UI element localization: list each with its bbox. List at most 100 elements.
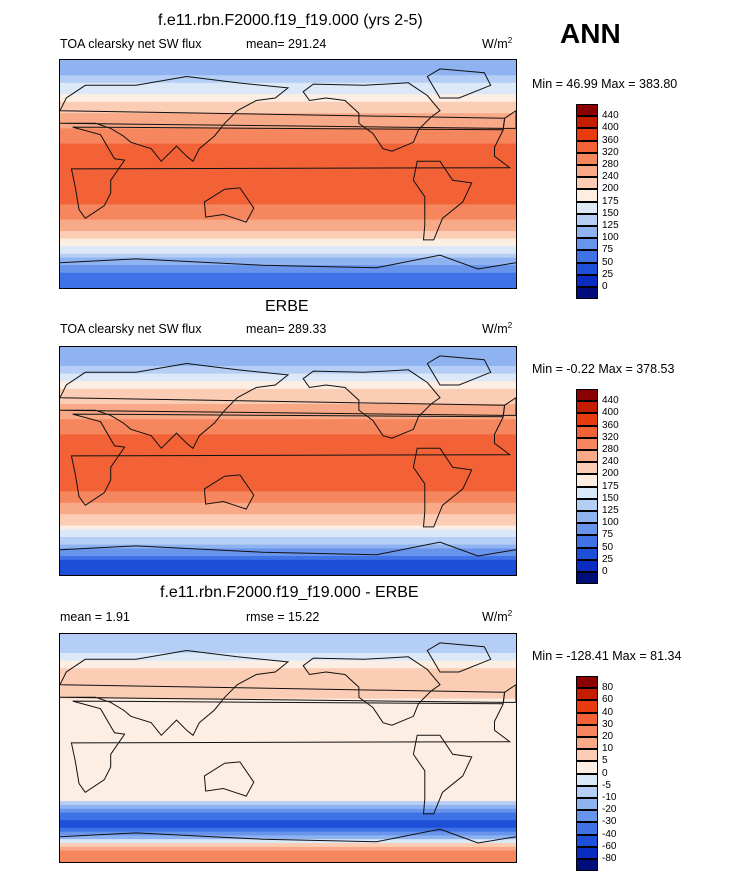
coastline [203,474,255,510]
map-band [60,67,516,72]
map-band [60,366,516,371]
colorbar-tick-label: 50 [602,541,614,553]
colorbar-box [576,152,598,165]
map-band [60,162,516,167]
map-band [60,242,516,247]
colorbar-box [576,773,598,786]
map-band [60,824,516,829]
map-band [60,514,516,519]
map-band [60,694,516,700]
map-band [60,721,516,726]
map-band [60,751,516,757]
colorbar-tick-label: -80 [602,853,617,864]
coastline [60,828,516,844]
map-band [60,805,516,810]
map-band [60,396,516,401]
map-band [60,736,516,741]
map-band [60,491,516,496]
map-band [60,744,516,749]
map-band [60,155,516,160]
map-band [60,113,516,118]
colorbar-tick-label: 150 [602,207,619,219]
panel2-left-label: TOA clearsky net SW flux [60,322,202,336]
map-band [60,812,516,817]
colorbar-tick-label: -5 [602,779,611,791]
map-band [60,835,516,840]
colorbar-box [576,511,598,524]
colorbar-box [576,474,598,487]
map-band [60,778,516,783]
map-band [60,801,516,806]
colorbar-tick-label: 280 [602,444,619,455]
map-band [60,151,516,156]
colorbar-box [576,116,598,129]
colorbar-tick-label: 75 [602,529,614,541]
colorbar-tick-label: 125 [602,220,619,231]
panel1-left-label: TOA clearsky net SW flux [60,37,202,51]
colorbar-tick-label: 440 [602,110,619,122]
map-band [60,438,516,443]
map-band [60,464,516,470]
colorbar-box [576,140,598,153]
map-band [60,265,516,270]
map-band [60,499,516,504]
map-band [60,101,516,107]
map-band [60,177,516,183]
map-band [60,548,516,553]
colorbar-tick-label: -20 [602,804,617,816]
colorbar-box [576,238,598,251]
coastline [502,110,516,129]
map-band [60,854,516,859]
map-band [60,223,516,228]
map-band [60,487,516,492]
colorbar-tick-label: 75 [602,244,614,256]
colorbar-tick-label: 440 [602,395,619,407]
map-band [60,411,516,416]
map-band [60,759,516,764]
colorbar-box [576,572,598,585]
map-band [60,767,516,772]
map-band [60,143,516,148]
colorbar-box [576,712,598,725]
map-band [60,483,516,489]
map-band [60,702,516,707]
map-band [60,71,516,76]
map-band [60,789,516,795]
map-band [60,234,516,240]
map-band [60,253,516,259]
colorbar-tick-label: 100 [602,232,619,244]
panel1-units: W/m2 [482,36,513,52]
map-band [60,858,516,862]
map-band [60,495,516,500]
map-band [60,109,516,114]
map-band [60,369,516,375]
coastline [412,734,473,815]
map-band [60,449,516,454]
map-band [60,660,516,665]
colorbar-tick-label: 200 [602,468,619,480]
colorbar-tick-label: 0 [602,767,608,779]
colorbar-box [576,737,598,750]
map-band [60,90,516,95]
map-band [60,656,516,662]
map-band [60,559,516,565]
map-band [60,158,516,164]
map-band [60,645,516,650]
colorbar-box [576,177,598,190]
map-band [60,729,516,734]
colorbar-tick-label: 30 [602,718,614,730]
coastline [502,684,516,703]
map-band [60,75,516,80]
coastline [302,82,441,152]
coastline [60,541,516,557]
map-band [60,269,516,274]
colorbar-tick-label: 175 [602,480,619,492]
map-band [60,831,516,836]
panel3-center-label: rmse = 15.22 [246,610,320,624]
map-band [60,637,516,643]
map-band [60,533,516,538]
map-band [60,94,516,99]
panel3-title: f.e11.rbn.F2000.f19_f19.000 - ERBE [160,584,419,601]
map-band [60,710,516,715]
colorbar-box [576,834,598,847]
